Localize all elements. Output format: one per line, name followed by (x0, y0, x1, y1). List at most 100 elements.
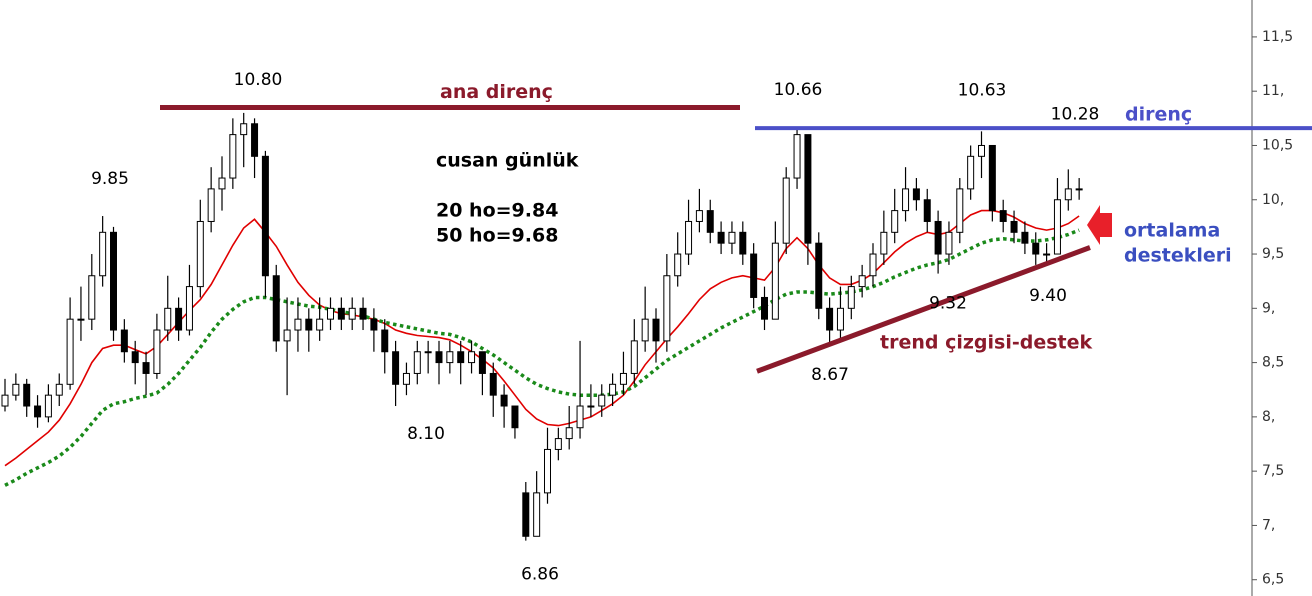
candle-body (359, 307, 367, 320)
candle-body (468, 351, 476, 364)
candle-body (630, 340, 638, 374)
y-tick-label: 9,5 (1262, 246, 1284, 262)
candle-body (413, 351, 421, 374)
candle-body (240, 123, 248, 136)
candle-body (761, 296, 768, 320)
candle-body (826, 307, 834, 331)
candle-body (685, 220, 693, 255)
y-tick-label: 10, (1262, 192, 1284, 208)
candle-body (999, 210, 1007, 222)
resistance-label: direnç (1125, 104, 1192, 126)
y-tick-label: 7,5 (1262, 463, 1284, 479)
price-label: 9.40 (1029, 286, 1067, 306)
candle-body (110, 231, 117, 331)
candle-body (598, 394, 606, 407)
price-label: 10.63 (958, 80, 1007, 100)
trend-label: trend çizgisi-destek (880, 332, 1093, 354)
support-arrow (1087, 205, 1112, 245)
candle-body (424, 351, 432, 354)
candle-body (457, 351, 465, 364)
candle-body (316, 318, 324, 331)
candle-body (804, 134, 812, 244)
candle-body (392, 351, 400, 385)
candle-body (1064, 188, 1072, 201)
moving-average (4, 209, 1080, 467)
candle-body (706, 210, 714, 233)
y-tick-label: 8,5 (1262, 355, 1284, 371)
candle-body (370, 318, 378, 331)
candle-body (1010, 220, 1018, 233)
candle-body (88, 275, 96, 320)
candle-body (120, 329, 128, 353)
price-label: 9.85 (91, 169, 129, 189)
candle-body (695, 210, 703, 222)
chart-title: cusan günlük (436, 150, 579, 172)
candle-body (533, 492, 541, 537)
candle-body (66, 318, 74, 385)
candle-body (283, 329, 291, 342)
moving-average (4, 228, 1080, 487)
candle-body (956, 188, 964, 233)
candle-body (967, 155, 975, 190)
candle-body (576, 405, 584, 429)
y-tick-label: 10,5 (1262, 137, 1293, 153)
candle-body (858, 275, 866, 288)
candle-body (402, 372, 410, 385)
candle-body (185, 286, 193, 331)
candle-body (1021, 231, 1029, 244)
candle-body (164, 307, 172, 331)
candle-body (1053, 199, 1061, 255)
candle-body (272, 275, 280, 342)
price-label: 10.28 (1051, 104, 1100, 124)
candle-body (196, 220, 204, 288)
candle-body (1043, 253, 1051, 256)
candle-body (880, 231, 888, 255)
support-note: destekleri (1124, 245, 1232, 267)
candle-body (912, 188, 920, 201)
candle-body (99, 231, 107, 277)
candle-body (771, 242, 779, 320)
candle-body (728, 231, 736, 244)
candle-body (641, 318, 649, 342)
candle-body (587, 405, 595, 408)
candle-body (750, 253, 758, 298)
candle-body (522, 492, 530, 537)
y-tick-label: 7, (1262, 517, 1275, 533)
y-tick-label: 11,5 (1262, 29, 1293, 45)
candle-body (847, 286, 855, 309)
candle-body (207, 188, 215, 222)
candle-body (489, 372, 497, 396)
y-tick-label: 8, (1262, 409, 1275, 425)
y-tick-label: 11, (1262, 83, 1284, 99)
note: 50 ho=9.68 (436, 225, 558, 247)
candle-body (793, 134, 801, 179)
candle-body (55, 383, 63, 396)
candle-body (902, 188, 910, 212)
candle-body (1032, 242, 1040, 255)
price-label: 6.86 (521, 565, 559, 585)
resistance-label: ana direnç (440, 81, 553, 103)
candle-body (923, 199, 931, 222)
candle-body (153, 329, 161, 374)
price-label: 8.67 (811, 365, 849, 385)
candle-body (229, 134, 237, 179)
price-label: 10.66 (774, 80, 823, 100)
price-label: 9.32 (929, 294, 967, 314)
candle-body (142, 362, 150, 374)
candle-body (294, 318, 302, 331)
candle-body (511, 405, 519, 429)
candle-body (815, 242, 823, 309)
candle-body (348, 307, 356, 320)
candle-body (446, 351, 454, 364)
candle-body (836, 307, 844, 331)
candle-body (500, 394, 508, 407)
candle-body (305, 318, 313, 331)
candle-body (934, 220, 942, 255)
candle-body (554, 438, 562, 450)
candle-body (478, 351, 486, 374)
candle-body (609, 383, 617, 396)
candle-body (619, 372, 627, 385)
candle-body (717, 231, 725, 244)
